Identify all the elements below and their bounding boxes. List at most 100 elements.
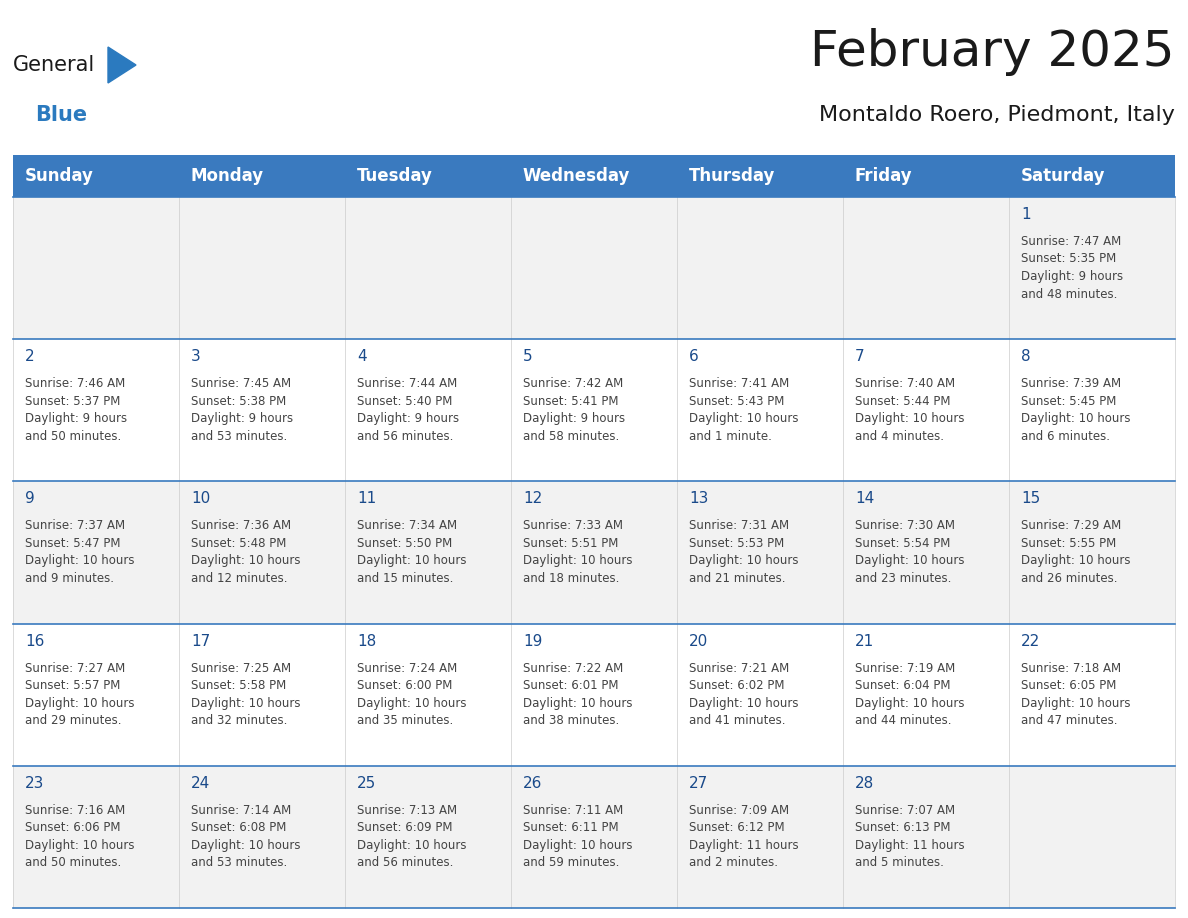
Bar: [677, 339, 843, 481]
Text: Sunrise: 7:09 AM: Sunrise: 7:09 AM: [689, 804, 789, 817]
Text: Sunset: 6:09 PM: Sunset: 6:09 PM: [358, 822, 453, 834]
Bar: [1009, 766, 1175, 908]
Text: Sunset: 6:12 PM: Sunset: 6:12 PM: [689, 822, 784, 834]
Text: Blue: Blue: [34, 105, 87, 125]
Text: and 53 minutes.: and 53 minutes.: [191, 856, 287, 869]
Text: and 6 minutes.: and 6 minutes.: [1020, 430, 1110, 442]
Bar: [1009, 155, 1175, 197]
Text: 10: 10: [191, 491, 210, 507]
Text: Daylight: 10 hours: Daylight: 10 hours: [855, 697, 965, 710]
Text: and 59 minutes.: and 59 minutes.: [523, 856, 619, 869]
Text: Daylight: 10 hours: Daylight: 10 hours: [689, 697, 798, 710]
Text: Sunset: 6:00 PM: Sunset: 6:00 PM: [358, 679, 453, 692]
Text: Sunrise: 7:42 AM: Sunrise: 7:42 AM: [523, 377, 624, 390]
Text: General: General: [13, 55, 95, 75]
Text: Sunset: 5:55 PM: Sunset: 5:55 PM: [1020, 537, 1117, 550]
Text: Daylight: 10 hours: Daylight: 10 hours: [523, 554, 632, 567]
Text: Sunrise: 7:22 AM: Sunrise: 7:22 AM: [523, 662, 624, 675]
Text: 21: 21: [855, 633, 874, 649]
Text: Sunrise: 7:21 AM: Sunrise: 7:21 AM: [689, 662, 789, 675]
Text: 14: 14: [855, 491, 874, 507]
Text: Sunrise: 7:44 AM: Sunrise: 7:44 AM: [358, 377, 457, 390]
Bar: [843, 766, 1009, 908]
Bar: [677, 766, 843, 908]
Text: Sunrise: 7:14 AM: Sunrise: 7:14 AM: [191, 804, 291, 817]
Text: 22: 22: [1020, 633, 1041, 649]
Text: and 44 minutes.: and 44 minutes.: [855, 714, 952, 727]
Text: 1: 1: [1020, 207, 1031, 222]
Bar: [843, 339, 1009, 481]
Text: and 21 minutes.: and 21 minutes.: [689, 572, 785, 585]
Text: Sunrise: 7:07 AM: Sunrise: 7:07 AM: [855, 804, 955, 817]
Text: Daylight: 10 hours: Daylight: 10 hours: [1020, 412, 1131, 425]
Text: Daylight: 10 hours: Daylight: 10 hours: [25, 839, 134, 852]
Text: Daylight: 10 hours: Daylight: 10 hours: [855, 554, 965, 567]
Bar: [345, 155, 511, 197]
Text: Daylight: 10 hours: Daylight: 10 hours: [358, 554, 467, 567]
Text: 20: 20: [689, 633, 708, 649]
Text: Sunset: 5:51 PM: Sunset: 5:51 PM: [523, 537, 619, 550]
Text: Sunset: 5:57 PM: Sunset: 5:57 PM: [25, 679, 120, 692]
Bar: [13, 197, 179, 339]
Bar: [1009, 623, 1175, 766]
Bar: [677, 623, 843, 766]
Text: Sunrise: 7:25 AM: Sunrise: 7:25 AM: [191, 662, 291, 675]
Text: Sunset: 5:45 PM: Sunset: 5:45 PM: [1020, 395, 1117, 408]
Text: Sunset: 6:08 PM: Sunset: 6:08 PM: [191, 822, 286, 834]
Bar: [345, 197, 511, 339]
Bar: [13, 339, 179, 481]
Text: Sunrise: 7:41 AM: Sunrise: 7:41 AM: [689, 377, 789, 390]
Text: Daylight: 11 hours: Daylight: 11 hours: [689, 839, 798, 852]
Text: Sunset: 5:37 PM: Sunset: 5:37 PM: [25, 395, 120, 408]
Text: Daylight: 10 hours: Daylight: 10 hours: [25, 697, 134, 710]
Bar: [179, 766, 345, 908]
Text: 7: 7: [855, 349, 865, 364]
Text: Sunrise: 7:47 AM: Sunrise: 7:47 AM: [1020, 235, 1121, 248]
Text: Sunset: 5:40 PM: Sunset: 5:40 PM: [358, 395, 453, 408]
Bar: [511, 766, 677, 908]
Text: and 48 minutes.: and 48 minutes.: [1020, 287, 1118, 300]
Text: Friday: Friday: [855, 167, 912, 185]
Text: 3: 3: [191, 349, 201, 364]
Text: and 1 minute.: and 1 minute.: [689, 430, 772, 442]
Text: and 29 minutes.: and 29 minutes.: [25, 714, 121, 727]
Text: Sunrise: 7:40 AM: Sunrise: 7:40 AM: [855, 377, 955, 390]
Bar: [677, 155, 843, 197]
Text: Sunrise: 7:24 AM: Sunrise: 7:24 AM: [358, 662, 457, 675]
Text: Daylight: 10 hours: Daylight: 10 hours: [855, 412, 965, 425]
Text: and 53 minutes.: and 53 minutes.: [191, 430, 287, 442]
Text: Daylight: 10 hours: Daylight: 10 hours: [191, 697, 301, 710]
Text: 28: 28: [855, 776, 874, 790]
Text: Sunset: 6:06 PM: Sunset: 6:06 PM: [25, 822, 120, 834]
Text: and 47 minutes.: and 47 minutes.: [1020, 714, 1118, 727]
Bar: [179, 623, 345, 766]
Bar: [511, 623, 677, 766]
Text: Sunrise: 7:31 AM: Sunrise: 7:31 AM: [689, 520, 789, 532]
Bar: [843, 155, 1009, 197]
Text: Monday: Monday: [191, 167, 264, 185]
Bar: [179, 155, 345, 197]
Text: 17: 17: [191, 633, 210, 649]
Text: 19: 19: [523, 633, 543, 649]
Text: Daylight: 10 hours: Daylight: 10 hours: [191, 554, 301, 567]
Text: Sunset: 5:53 PM: Sunset: 5:53 PM: [689, 537, 784, 550]
Text: and 23 minutes.: and 23 minutes.: [855, 572, 952, 585]
Text: and 50 minutes.: and 50 minutes.: [25, 856, 121, 869]
Text: Sunrise: 7:27 AM: Sunrise: 7:27 AM: [25, 662, 125, 675]
Text: Sunset: 5:50 PM: Sunset: 5:50 PM: [358, 537, 453, 550]
Text: Daylight: 11 hours: Daylight: 11 hours: [855, 839, 965, 852]
Text: Sunrise: 7:29 AM: Sunrise: 7:29 AM: [1020, 520, 1121, 532]
Text: Sunrise: 7:36 AM: Sunrise: 7:36 AM: [191, 520, 291, 532]
Text: and 41 minutes.: and 41 minutes.: [689, 714, 785, 727]
Text: and 12 minutes.: and 12 minutes.: [191, 572, 287, 585]
Text: Sunrise: 7:18 AM: Sunrise: 7:18 AM: [1020, 662, 1121, 675]
Text: Sunset: 5:43 PM: Sunset: 5:43 PM: [689, 395, 784, 408]
Text: Wednesday: Wednesday: [523, 167, 631, 185]
Bar: [511, 339, 677, 481]
Bar: [179, 339, 345, 481]
Text: Sunset: 5:38 PM: Sunset: 5:38 PM: [191, 395, 286, 408]
Bar: [179, 481, 345, 623]
Bar: [13, 155, 179, 197]
Text: Daylight: 10 hours: Daylight: 10 hours: [689, 554, 798, 567]
Text: Daylight: 9 hours: Daylight: 9 hours: [1020, 270, 1123, 283]
